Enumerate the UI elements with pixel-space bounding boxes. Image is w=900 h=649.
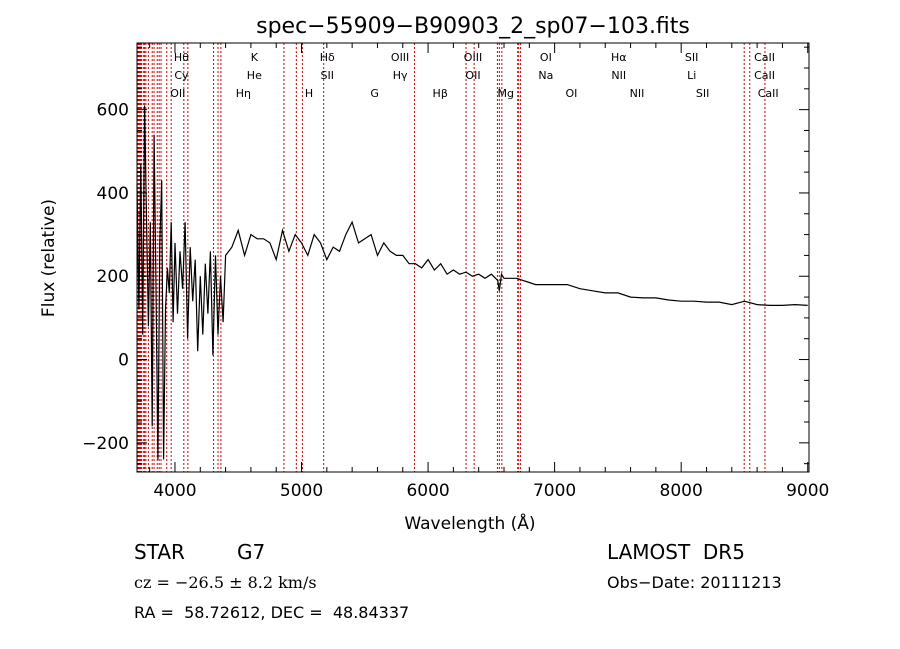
line-label-0-6: Hα: [611, 51, 627, 64]
y-tick-label: 200: [97, 267, 129, 287]
line-label-2-2: H: [305, 87, 313, 100]
coordinates-readout: RA = 58.72612, DEC = 48.84337: [134, 603, 410, 622]
spectral-line-labels: Hθ K Hδ OIII OIII OI Hα SII CaII Cy He SII Hγ OII Na NI…: [170, 51, 778, 100]
y-tick-label: 0: [118, 351, 129, 371]
x-tick-label: 8000: [660, 481, 703, 501]
x-tick-label: 5000: [280, 481, 323, 501]
line-label-0-4: OIII: [464, 51, 482, 64]
line-label-0-7: SII: [685, 51, 698, 64]
redshift-readout: cz = −26.5 ± 8.2 km/s: [134, 573, 317, 592]
line-label-2-7: NII: [630, 87, 645, 100]
line-label-0-2: Hδ: [320, 51, 335, 64]
line-label-1-0: Cy: [174, 69, 189, 82]
x-axis-label: Wavelength (Å): [404, 512, 535, 534]
line-label-1-4: OII: [465, 69, 480, 82]
object-class: STAR: [134, 540, 185, 564]
spectrum-line: [136, 105, 808, 460]
chart-title: spec−55909−B90903_2_sp07−103.fits: [256, 14, 690, 39]
x-tick-label: 9000: [786, 481, 829, 501]
line-label-1-8: CaII: [754, 69, 775, 82]
x-tick-label: 6000: [406, 481, 449, 501]
y-tick-label: 400: [97, 184, 129, 204]
line-label-1-3: Hγ: [393, 69, 408, 82]
line-label-0-5: OI: [540, 51, 552, 64]
line-label-0-1: K: [251, 51, 259, 64]
line-label-2-4: Hβ: [433, 87, 448, 100]
line-label-2-8: SII: [696, 87, 709, 100]
x-tick-label: 4000: [153, 481, 196, 501]
line-label-0-3: OIII: [391, 51, 409, 64]
plot-frame: [136, 42, 810, 473]
y-axis-ticks: −200 0 200 400 600: [82, 46, 809, 465]
observation-date: Obs−Date: 20111213: [607, 573, 782, 592]
x-tick-label: 7000: [533, 481, 576, 501]
spectral-subclass: G7: [237, 540, 266, 564]
line-label-1-7: Li: [687, 69, 696, 82]
x-axis-ticks: 4000 5000 6000 7000 8000 9000: [149, 43, 829, 501]
line-label-2-3: G: [370, 87, 379, 100]
line-label-2-5: Mg: [498, 87, 514, 100]
line-label-2-9: CaII: [758, 87, 779, 100]
survey-name: LAMOST DR5: [607, 540, 745, 564]
line-label-0-0: Hθ: [174, 51, 189, 64]
y-tick-label: −200: [82, 434, 129, 454]
line-label-1-2: SII: [320, 69, 333, 82]
spectral-line-markers: [137, 43, 766, 472]
line-label-1-6: NII: [611, 69, 626, 82]
y-tick-label: 600: [97, 101, 129, 121]
y-axis-label: Flux (relative): [39, 199, 59, 317]
line-label-0-8: CaII: [754, 51, 775, 64]
line-label-2-0: OII: [170, 87, 185, 100]
line-label-1-5: Na: [538, 69, 553, 82]
line-label-2-6: OI: [565, 87, 577, 100]
line-label-1-1: He: [247, 69, 262, 82]
line-label-2-1: Hη: [236, 87, 251, 100]
